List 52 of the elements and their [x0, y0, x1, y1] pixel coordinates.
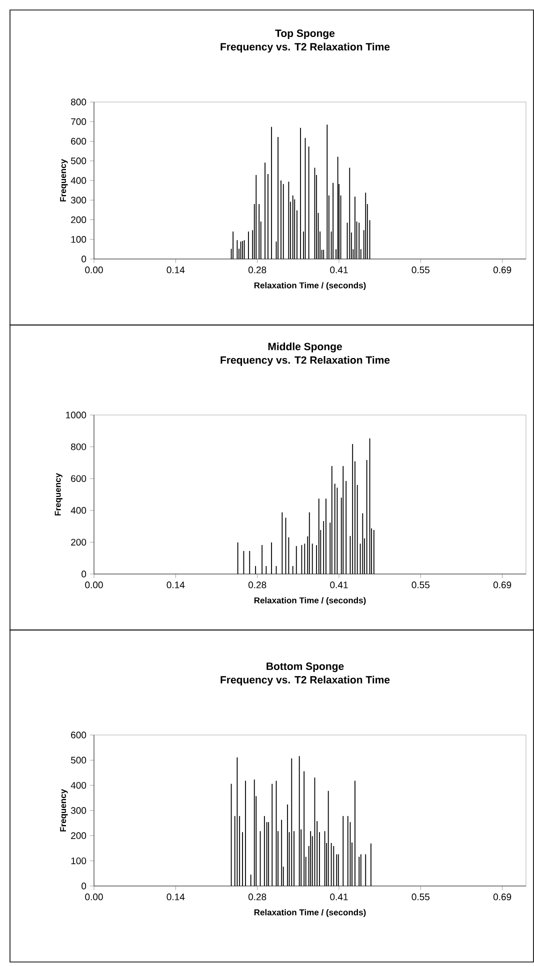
x-tick-label: 0.28 [248, 894, 266, 900]
y-tick-label: 800 [71, 443, 86, 450]
y-tick-label: 400 [70, 177, 86, 184]
chart-subtitle: Frequency vs. T2 Relaxation Time [220, 356, 390, 366]
x-tick-label: 0.14 [166, 894, 185, 900]
y-tick-label: 400 [70, 507, 86, 514]
x-tick-label: 0.55 [412, 582, 430, 588]
x-tick-label: 0.41 [330, 582, 348, 588]
y-tick-label: 200 [71, 216, 86, 224]
x-tick-label: 0.14 [166, 266, 185, 274]
x-tick-label: 0.28 [248, 266, 266, 274]
y-tick-label: 1000 [66, 412, 86, 418]
x-tick-label: 0.00 [85, 894, 103, 900]
chart-subtitle: Frequency vs. T2 Relaxation Time [220, 676, 390, 686]
x-tick-label: 0.55 [412, 266, 430, 274]
y-tick-label: 0 [82, 570, 86, 578]
chart-title: Bottom Sponge [266, 662, 344, 672]
x-tick-label: 0.69 [493, 266, 512, 274]
x-tick-label: 0.28 [248, 582, 266, 588]
y-tick-label: 200 [71, 832, 86, 840]
chart-subtitle: Frequency vs. T2 Relaxation Time [220, 42, 390, 53]
x-tick-label: 0.55 [412, 894, 430, 900]
y-tick-label: 600 [71, 138, 86, 145]
y-tick-label: 400 [70, 782, 86, 789]
y-tick-label: 500 [70, 756, 86, 764]
y-tick-label: 600 [71, 475, 86, 482]
y-tick-label: 100 [71, 236, 86, 243]
x-tick-label: 0.69 [493, 894, 512, 900]
y-tick-label: 0 [82, 882, 86, 890]
x-tick-label: 0.69 [493, 582, 512, 588]
y-tick-label: 300 [70, 807, 86, 814]
x-tick-label: 0.00 [85, 582, 103, 588]
y-axis-title: Frequency [60, 789, 68, 832]
y-tick-label: 800 [71, 98, 86, 106]
chart-title: Middle Sponge [268, 342, 342, 352]
x-axis-title: Relaxation Time / (seconds) [254, 282, 366, 290]
x-axis-title: Relaxation Time / (seconds) [254, 909, 366, 918]
x-tick-label: 0.41 [330, 894, 348, 900]
y-axis-title: Frequency [60, 159, 68, 202]
y-tick-label: 700 [71, 118, 86, 125]
y-tick-label: 0 [82, 256, 86, 262]
x-tick-label: 0.41 [330, 266, 348, 274]
x-tick-label: 0.00 [85, 266, 103, 274]
y-tick-label: 500 [70, 158, 86, 164]
y-tick-label: 100 [71, 857, 86, 864]
x-axis-title: Relaxation Time / (seconds) [254, 597, 366, 606]
y-tick-label: 200 [71, 538, 86, 546]
y-tick-label: 300 [70, 196, 86, 204]
y-axis-title: Frequency [54, 473, 62, 516]
x-tick-label: 0.14 [166, 582, 185, 588]
y-tick-label: 600 [71, 732, 86, 738]
chart-title: Top Sponge [275, 30, 335, 40]
